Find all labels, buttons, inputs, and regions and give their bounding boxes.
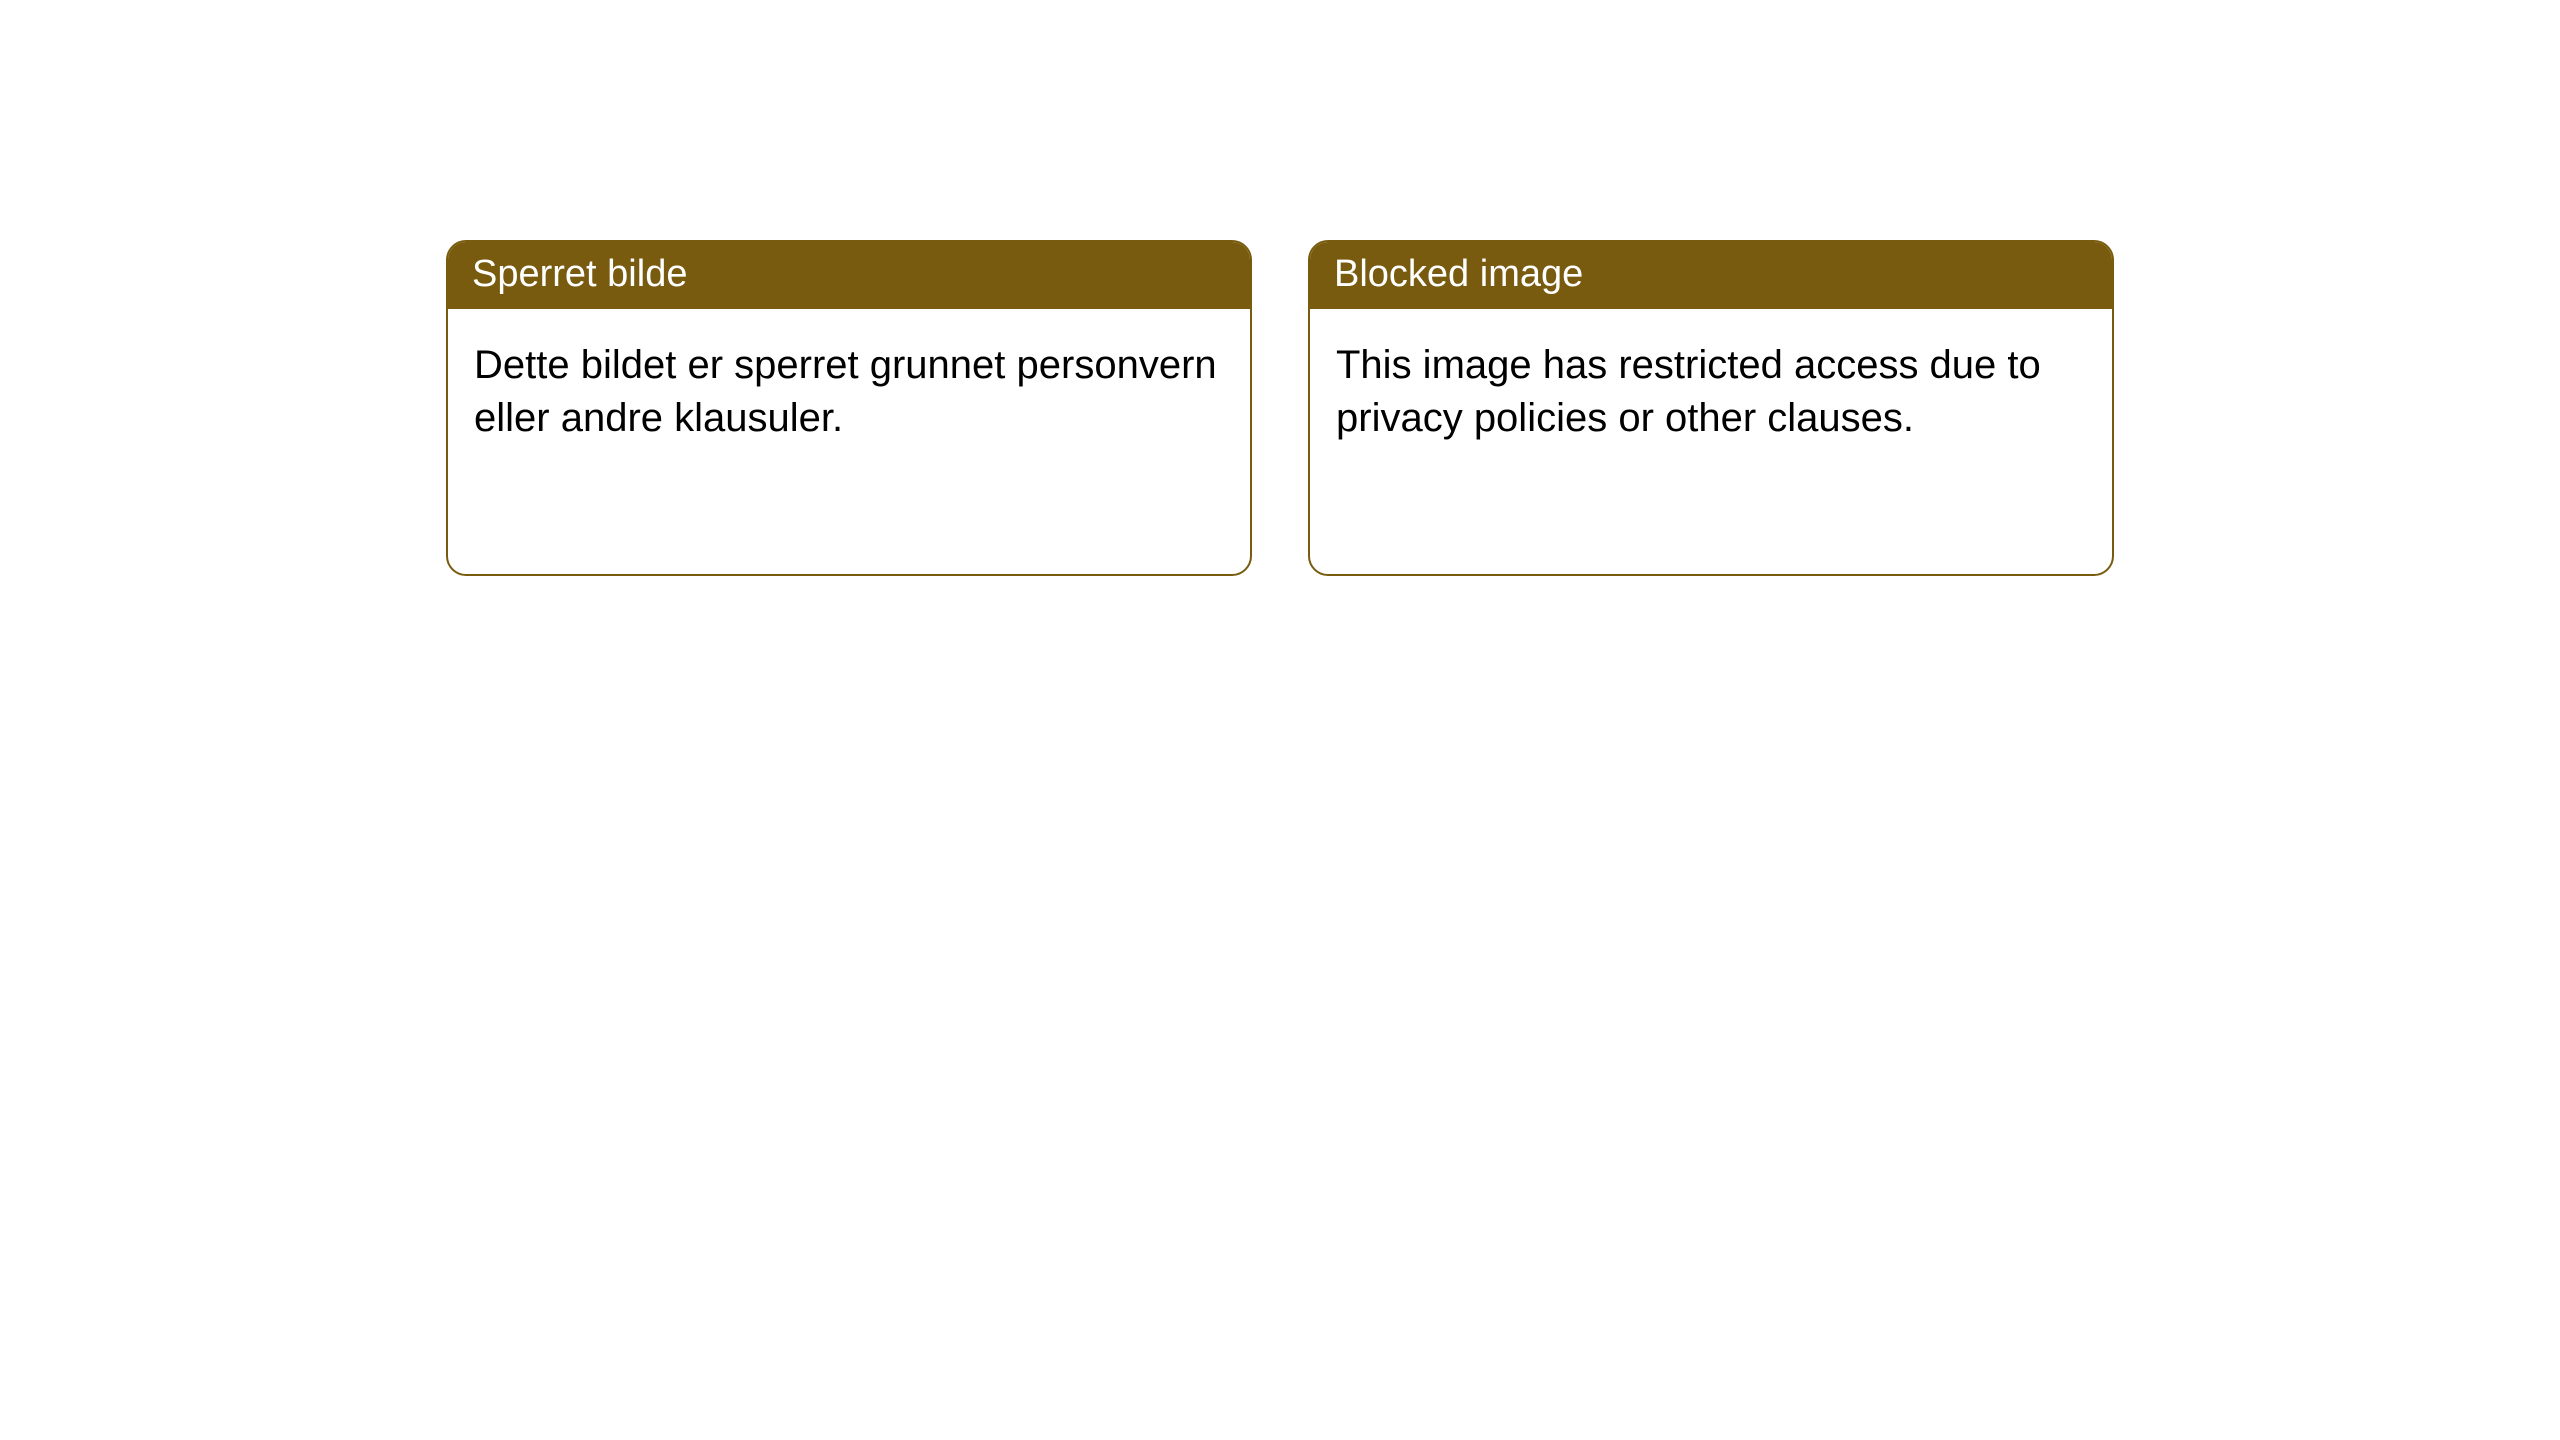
card-body-text: This image has restricted access due to …: [1310, 309, 2112, 475]
notice-container: Sperret bilde Dette bildet er sperret gr…: [0, 0, 2560, 576]
card-title: Sperret bilde: [448, 242, 1250, 309]
card-body-text: Dette bildet er sperret grunnet personve…: [448, 309, 1250, 475]
blocked-image-card-en: Blocked image This image has restricted …: [1308, 240, 2114, 576]
card-title: Blocked image: [1310, 242, 2112, 309]
blocked-image-card-no: Sperret bilde Dette bildet er sperret gr…: [446, 240, 1252, 576]
